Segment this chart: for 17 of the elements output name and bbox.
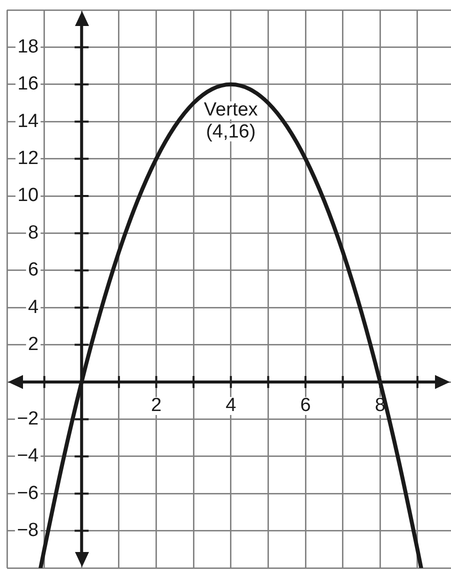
y-tick-label: 4 bbox=[28, 296, 40, 318]
x-tick-label: 2 bbox=[150, 395, 162, 416]
y-tick-label: −8 bbox=[16, 520, 39, 542]
y-tick-label: −6 bbox=[16, 482, 39, 504]
y-tick-label: 6 bbox=[28, 260, 39, 281]
x-tick-label: 6 bbox=[300, 395, 311, 416]
y-tick-label: 10 bbox=[17, 185, 39, 206]
y-tick-label: 2 bbox=[28, 334, 39, 356]
y-tick-label: −2 bbox=[16, 408, 39, 430]
y-tick-label: 16 bbox=[17, 74, 39, 95]
annotation: Vertex (4,16) bbox=[204, 100, 258, 143]
x-tick-label: 4 bbox=[226, 395, 237, 416]
y-tick-label: 14 bbox=[17, 110, 40, 132]
y-tick-label: 18 bbox=[17, 36, 39, 58]
y-tick-label: −4 bbox=[16, 446, 40, 467]
y-tick-label: 12 bbox=[17, 148, 39, 170]
y-tick-label: 8 bbox=[28, 222, 39, 244]
